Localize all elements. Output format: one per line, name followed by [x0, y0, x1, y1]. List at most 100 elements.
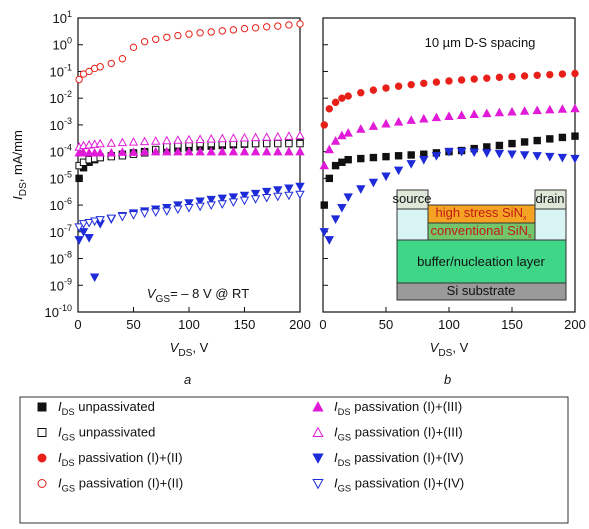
- y-tick-label: 10-3: [50, 116, 72, 133]
- label-text: passivation (I)+(IV): [351, 450, 464, 465]
- marker: [241, 25, 247, 31]
- marker: [408, 81, 414, 87]
- marker: [546, 106, 554, 113]
- marker: [96, 149, 104, 156]
- marker: [509, 73, 515, 79]
- marker: [252, 148, 260, 155]
- marker: [208, 29, 214, 35]
- marker: [241, 134, 249, 141]
- label-text: , V: [452, 340, 468, 355]
- y-tick-base: 10: [50, 64, 64, 79]
- layer-sub: x: [528, 233, 532, 240]
- marker: [326, 106, 332, 112]
- marker: [484, 75, 490, 81]
- label-sub: DS: [438, 348, 452, 359]
- marker: [332, 216, 340, 223]
- layer-label: conventional SiNx: [430, 223, 532, 240]
- marker: [521, 73, 527, 79]
- marker: [357, 186, 365, 193]
- marker: [521, 139, 527, 145]
- y-tick-base: 10: [50, 225, 64, 240]
- page: 10110010-110-210-310-410-510-610-710-810…: [0, 0, 589, 529]
- x-tick-label: 150: [234, 317, 256, 332]
- legend-marker: [38, 429, 46, 437]
- marker: [395, 153, 401, 159]
- marker: [383, 85, 389, 91]
- y-tick-base: 10: [53, 11, 67, 26]
- label-sub: DS: [62, 458, 75, 468]
- marker: [163, 208, 171, 215]
- marker: [285, 192, 293, 199]
- marker: [241, 197, 249, 204]
- x-tick-label: 100: [438, 317, 460, 332]
- marker: [76, 76, 82, 82]
- marker: [496, 150, 504, 157]
- marker: [91, 274, 99, 281]
- figure: 10110010-110-210-310-410-510-610-710-810…: [0, 0, 589, 529]
- substrate-label: Si substrate: [447, 283, 516, 298]
- marker: [218, 135, 226, 142]
- marker: [395, 83, 401, 89]
- marker: [219, 28, 225, 34]
- x-tick-label: 50: [126, 317, 140, 332]
- marker: [263, 194, 271, 201]
- series: [76, 21, 303, 83]
- marker: [141, 210, 149, 217]
- y-tick-base: 10: [50, 91, 64, 106]
- marker: [420, 115, 428, 122]
- marker: [358, 155, 364, 161]
- marker: [218, 201, 226, 208]
- marker: [470, 110, 478, 117]
- marker: [496, 142, 502, 148]
- marker: [325, 237, 333, 244]
- legend-marker: [313, 454, 323, 463]
- label-text: passivation (I)+(III): [351, 399, 463, 414]
- label: IDS passivation (I)+(II): [58, 450, 183, 468]
- marker: [263, 148, 271, 155]
- label-sub: DS: [178, 348, 192, 359]
- y-tick-exp: -7: [64, 223, 72, 233]
- marker: [230, 27, 236, 33]
- marker: [119, 56, 125, 62]
- y-tick-exp: -3: [64, 116, 72, 126]
- marker: [559, 134, 565, 140]
- series: [75, 183, 304, 281]
- marker: [207, 202, 215, 209]
- y-tick-label: 100: [53, 36, 72, 53]
- marker: [174, 206, 182, 213]
- marker: [285, 148, 293, 155]
- marker: [164, 34, 170, 40]
- label: VDS, V: [170, 340, 209, 359]
- y-tick-label: 10-4: [50, 143, 72, 160]
- label: VDS, V: [430, 340, 469, 359]
- label-sub: GS: [156, 294, 171, 305]
- marker: [285, 132, 293, 139]
- y-tick-label: 101: [53, 9, 72, 26]
- marker: [230, 199, 238, 206]
- marker: [571, 105, 579, 112]
- marker: [321, 122, 327, 128]
- marker: [141, 138, 149, 145]
- label: IGS passivation (I)+(IV): [334, 476, 464, 494]
- label: IDS passivation (I)+(III): [334, 399, 462, 417]
- marker: [130, 212, 138, 219]
- marker: [321, 202, 327, 208]
- marker: [285, 185, 293, 192]
- marker: [96, 140, 104, 147]
- label-text: unpassivated: [75, 425, 155, 440]
- marker: [408, 152, 414, 158]
- marker: [286, 140, 292, 146]
- marker: [508, 108, 516, 115]
- marker: [152, 209, 160, 216]
- marker: [458, 111, 466, 118]
- marker: [97, 64, 103, 70]
- label-sub: DS: [338, 458, 351, 468]
- legend-marker: [38, 454, 46, 462]
- marker: [458, 77, 464, 83]
- y-tick-base: 10: [45, 305, 59, 320]
- marker: [296, 183, 304, 190]
- marker: [572, 133, 578, 139]
- label: IGS unpassivated: [58, 425, 155, 443]
- marker: [85, 235, 93, 242]
- marker: [382, 173, 390, 180]
